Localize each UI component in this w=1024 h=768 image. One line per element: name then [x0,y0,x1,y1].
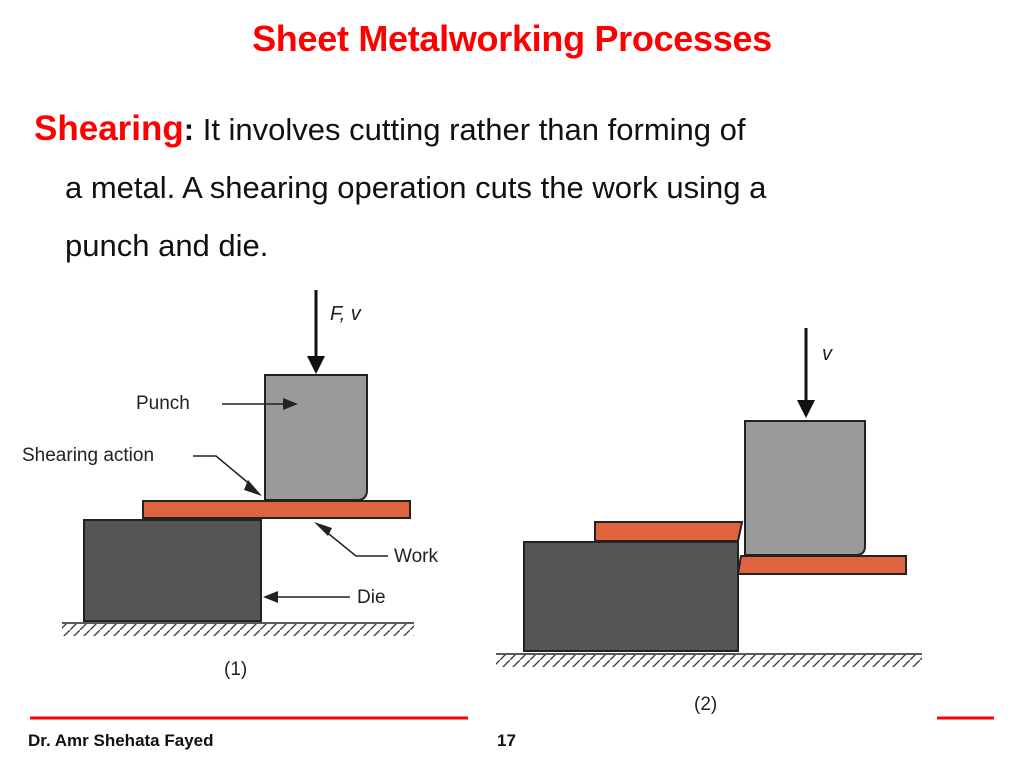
definition-line-2: a metal. A shearing operation cuts the w… [65,170,767,205]
shearing-action-label: Shearing action [22,445,154,466]
figure-1-caption: (1) [224,659,247,680]
force-arrow [307,290,325,374]
definition-line-1: It involves cutting rather than forming … [194,112,746,147]
figure-1: F, v Punch Shearing action Work [22,290,438,680]
die-1 [83,519,262,622]
footer-page-number: 17 [497,731,516,750]
die-pointer [263,591,350,603]
work-pointer [314,522,388,557]
ground-1 [62,622,414,636]
punch-label: Punch [136,393,190,414]
slide-title: Sheet Metalworking Processes [252,18,772,59]
shearing-action-pointer [193,455,262,496]
footer-author: Dr. Amr Shehata Fayed [28,731,214,750]
work-strip-2-right [736,555,907,575]
figure-2-caption: (2) [694,694,717,715]
die-label: Die [357,587,386,608]
work-strip-2-left [594,521,744,542]
punch-1 [264,374,368,501]
figure-2: v (2) [496,328,922,715]
punch-pointer [222,398,298,410]
lead-term: Shearing [34,109,184,148]
punch-2 [744,420,866,556]
work-label: Work [394,546,438,567]
definition-line-3: punch and die. [65,228,269,263]
work-strip-1 [142,500,411,519]
definition-paragraph: Shearing: It involves cutting rather tha… [34,100,978,275]
force-label: F, v [330,303,362,325]
velocity-label: v [822,343,833,365]
die-2 [523,541,739,652]
velocity-arrow [797,328,815,418]
ground-2 [496,653,922,667]
lead-colon: : [183,112,195,147]
